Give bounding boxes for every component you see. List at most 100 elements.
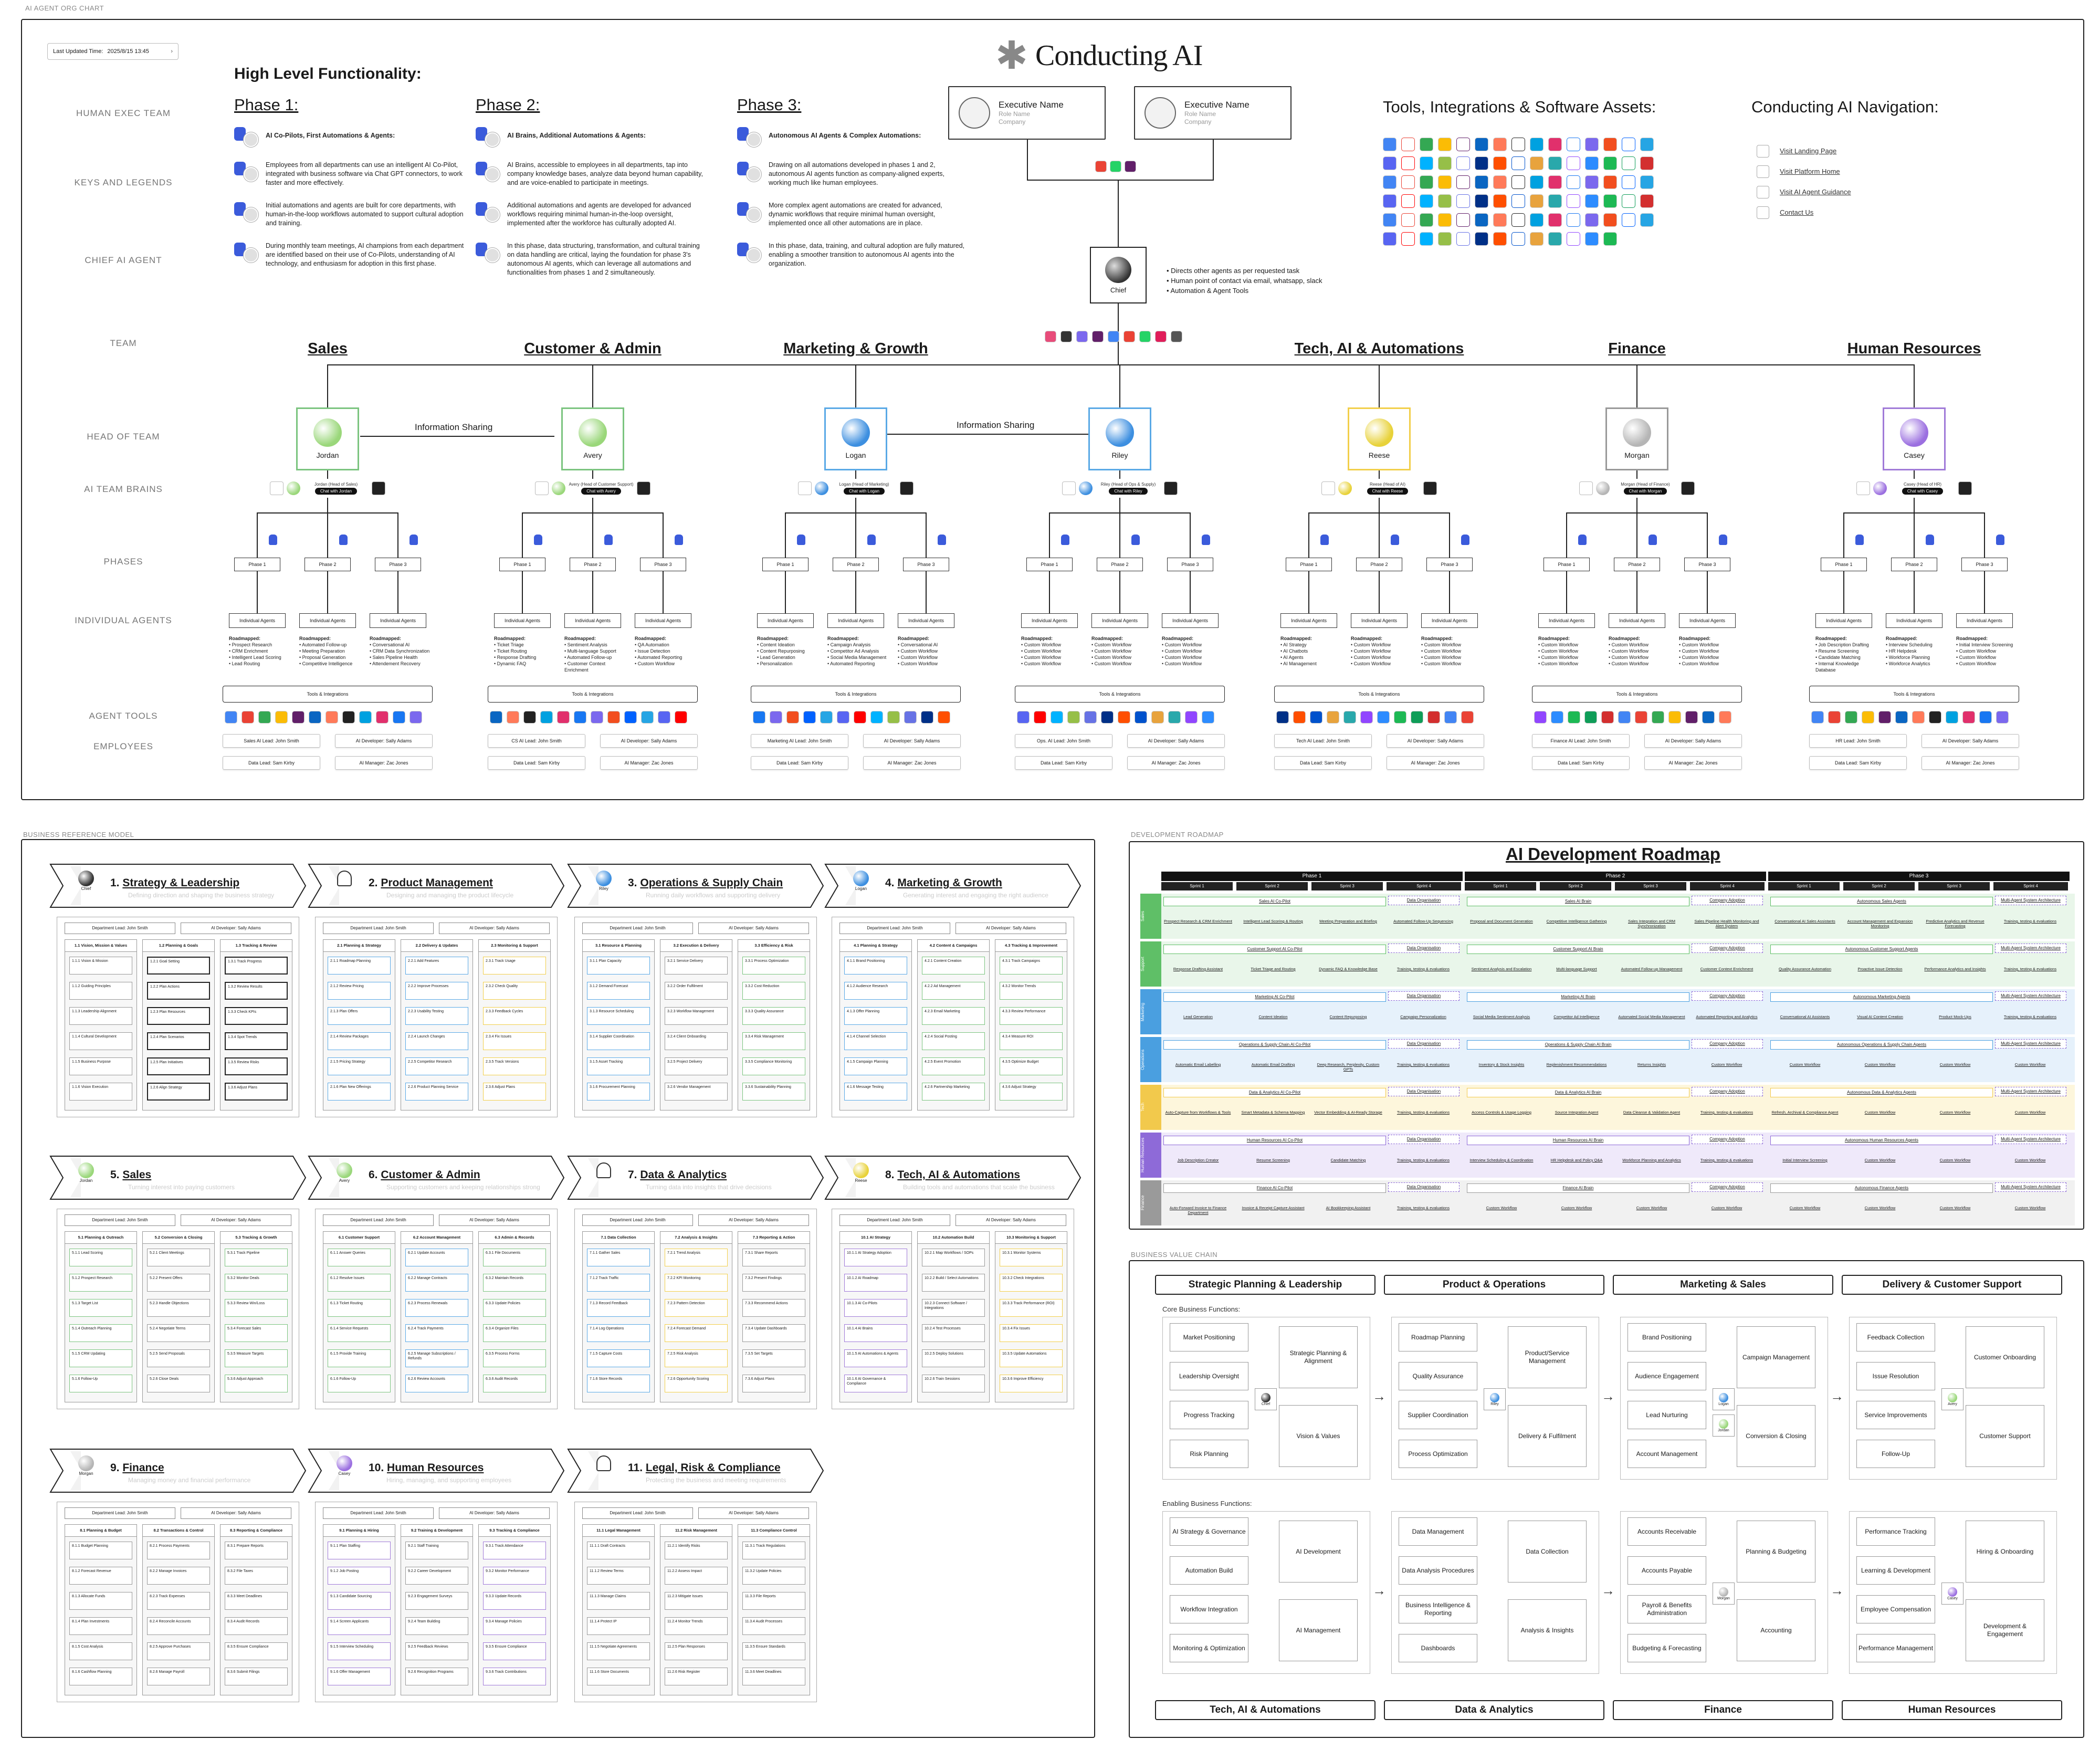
- subfunction-item[interactable]: 11.2.6 Risk Register: [665, 1668, 728, 1685]
- subfunction-item[interactable]: 6.2.5 Manage Subscriptions / Refunds: [405, 1349, 468, 1367]
- subfunction-item[interactable]: 5.2.3 Handle Objections: [147, 1299, 210, 1317]
- roadmap-phase-bar[interactable]: Finance AI Brain: [1467, 1183, 1689, 1193]
- brain-settings-icon[interactable]: [535, 481, 549, 495]
- roadmap-phase-bar[interactable]: Sales AI Brain: [1467, 897, 1689, 906]
- roadmap-task[interactable]: Custom Workflow: [1864, 1206, 1896, 1210]
- subfunction-item[interactable]: 2.3.6 Adjust Plans: [483, 1083, 546, 1101]
- subfunction-item[interactable]: 8.1.5 Cost Analysis: [69, 1642, 132, 1660]
- subfunction-item[interactable]: 3.3.6 Sustainability Planning: [742, 1083, 805, 1101]
- roadmap-task[interactable]: Data Cleanse & Validation Agent: [1623, 1110, 1681, 1115]
- function-item[interactable]: Workflow Integration: [1170, 1595, 1248, 1623]
- chat-button[interactable]: Chat with Logan: [844, 488, 885, 495]
- ai-team-brain[interactable]: Logan (Head of Marketing) Chat with Logan: [798, 479, 914, 498]
- subfunction-item[interactable]: 5.2.6 Close Deals: [147, 1375, 210, 1392]
- subfunction-item[interactable]: 9.2.5 Feedback Reviews: [405, 1642, 468, 1660]
- brm-banner-1[interactable]: Chief 1. Strategy & Leadership Defining di…: [49, 863, 307, 908]
- roadmap-task[interactable]: Performance Analytics and Insights: [1924, 967, 1986, 971]
- tools-integrations-box[interactable]: Tools & Integrations: [1809, 686, 2019, 703]
- function-item[interactable]: Market Positioning: [1170, 1323, 1248, 1351]
- roadmap-task[interactable]: Training, testing & evaluations: [1396, 1206, 1450, 1210]
- subfunction-item[interactable]: 9.3.5 Ensure Compliance: [483, 1642, 546, 1660]
- subfunction-item[interactable]: 2.2.3 Usability Testing: [405, 1007, 468, 1025]
- subfunction-item[interactable]: 1.3.4 Spot Trends: [225, 1032, 288, 1050]
- subfunction-item[interactable]: 8.2.5 Approve Purchases: [147, 1642, 210, 1660]
- individual-agents-box[interactable]: Individual Agents: [1421, 613, 1478, 628]
- function-item[interactable]: Progress Tracking: [1170, 1401, 1248, 1429]
- brm-banner-9[interactable]: Morgan 9. Finance Managing money and finan…: [49, 1448, 307, 1493]
- subfunction-item[interactable]: 9.3.1 Track Attendance: [483, 1542, 546, 1559]
- function-item[interactable]: Data Analysis Procedures: [1399, 1556, 1477, 1585]
- head-of-team-avery[interactable]: Avery: [561, 407, 624, 470]
- roadmap-task[interactable]: Proposal and Document Generation: [1470, 919, 1533, 924]
- roadmap-phase-bar[interactable]: Autonomous Marketing Agents: [1770, 992, 1993, 1002]
- roadmap-phase-bar[interactable]: Data & Analytics AI Co-Pilot: [1163, 1088, 1386, 1097]
- subfunction-item[interactable]: 10.3.3 Track Performance (ROI): [1000, 1299, 1063, 1317]
- roadmap-task[interactable]: Competitor Ad Intelligence: [1553, 1014, 1600, 1019]
- brm-banner-3[interactable]: Riley 3. Operations & Supply Chain Running…: [567, 863, 824, 908]
- subfunction-item[interactable]: 11.1.2 Review Terms: [587, 1567, 650, 1585]
- subfunction-item[interactable]: 8.2.1 Process Payments: [147, 1542, 210, 1559]
- subfunction-item[interactable]: 10.2.6 Train Sessions: [922, 1375, 985, 1392]
- function-item[interactable]: Campaign Management: [1737, 1326, 1815, 1388]
- individual-agents-box[interactable]: Individual Agents: [1351, 613, 1408, 628]
- roadmap-task[interactable]: Custom Workflow: [1789, 1206, 1821, 1210]
- function-item[interactable]: Follow-Up: [1856, 1440, 1935, 1468]
- subfunction-item[interactable]: 2.3.3 Feedback Cycles: [483, 1007, 546, 1025]
- roadmap-task[interactable]: Auto-Capture from Workflows & Tools: [1165, 1110, 1231, 1115]
- roadmap-task[interactable]: Custom Workflow: [1939, 1110, 1971, 1115]
- roadmap-sprint4-box[interactable]: Data Organisation: [1388, 1039, 1460, 1049]
- subfunction-item[interactable]: 11.2.2 Assess Impact: [665, 1567, 728, 1585]
- roadmap-sprint4-box[interactable]: Data Organisation: [1388, 944, 1460, 953]
- roadmap-task[interactable]: Resume Screening: [1256, 1158, 1290, 1162]
- tools-integrations-box[interactable]: Tools & Integrations: [1274, 686, 1484, 703]
- phase-box[interactable]: Phase 3: [1961, 558, 2008, 571]
- roadmap-task[interactable]: Conversational AI Sales Assistants: [1774, 919, 1835, 924]
- brm-banner-10[interactable]: Casey 10. Human Resources Hiring, managing…: [308, 1448, 565, 1493]
- subfunction-item[interactable]: 4.2.2 Ad Management: [922, 982, 985, 1000]
- brain-settings-icon[interactable]: [798, 481, 812, 495]
- function-item[interactable]: Feedback Collection: [1856, 1323, 1935, 1351]
- subfunction-item[interactable]: 6.1.5 Provide Training: [328, 1349, 391, 1367]
- subfunction-item[interactable]: 8.3.3 Meet Deadlines: [225, 1592, 288, 1610]
- subfunction-item[interactable]: 3.1.4 Supplier Coordination: [587, 1032, 650, 1050]
- brain-mic-icon[interactable]: [1958, 481, 1972, 495]
- function-item[interactable]: Dashboards: [1399, 1634, 1477, 1662]
- subfunction-item[interactable]: 10.3.4 Fix Issues: [1000, 1324, 1063, 1342]
- phase-box[interactable]: Phase 1: [1286, 558, 1332, 571]
- brm-banner-8[interactable]: Reese 8. Tech, AI & Automations Building t…: [824, 1155, 1082, 1200]
- subfunction-item[interactable]: 8.1.6 Cashflow Planning: [69, 1668, 132, 1685]
- subfunction-item[interactable]: 7.3.4 Update Dashboards: [742, 1324, 805, 1342]
- individual-agents-box[interactable]: Individual Agents: [494, 613, 551, 628]
- subfunction-item[interactable]: 4.1.5 Campaign Planning: [844, 1057, 907, 1075]
- roadmap-task[interactable]: Custom Workflow: [1864, 1062, 1896, 1067]
- subfunction-item[interactable]: 7.1.3 Record Feedback: [587, 1299, 650, 1317]
- subfunction-item[interactable]: 7.1.1 Gather Sales: [587, 1249, 650, 1266]
- function-item[interactable]: Budgeting & Forecasting: [1628, 1634, 1706, 1662]
- phase-box[interactable]: Phase 3: [375, 558, 421, 571]
- subfunction-item[interactable]: 5.1.1 Lead Scoring: [69, 1249, 132, 1266]
- roadmap-task[interactable]: Content Ideation: [1258, 1014, 1288, 1019]
- subfunction-item[interactable]: 1.2.1 Goal Setting: [147, 957, 210, 974]
- subfunction-item[interactable]: 4.1.4 Channel Selection: [844, 1032, 907, 1050]
- subfunction-item[interactable]: 8.2.6 Manage Payroll: [147, 1668, 210, 1685]
- roadmap-task[interactable]: Access Controls & Usage Logging: [1472, 1110, 1531, 1115]
- head-of-team-riley[interactable]: Riley: [1088, 407, 1151, 470]
- roadmap-task[interactable]: Conversational AI Assistants: [1780, 1014, 1830, 1019]
- roadmap-task[interactable]: Training, testing & evaluations: [2003, 919, 2057, 924]
- subfunction-item[interactable]: 5.2.4 Negotiate Terms: [147, 1324, 210, 1342]
- individual-agents-box[interactable]: Individual Agents: [1162, 613, 1219, 628]
- subfunction-item[interactable]: 11.1.3 Manage Claims: [587, 1592, 650, 1610]
- roadmap-phase-bar[interactable]: Autonomous Human Resources Agents: [1770, 1136, 1993, 1145]
- individual-agents-box[interactable]: Individual Agents: [1280, 613, 1337, 628]
- subfunction-item[interactable]: 5.3.1 Track Pipeline: [225, 1249, 288, 1266]
- subfunction-item[interactable]: 6.1.1 Answer Queries: [328, 1249, 391, 1266]
- roadmap-phase-bar[interactable]: Customer Support AI Co-Pilot: [1163, 945, 1386, 954]
- individual-agents-box[interactable]: Individual Agents: [229, 613, 286, 628]
- individual-agents-box[interactable]: Individual Agents: [370, 613, 426, 628]
- chat-button[interactable]: Chat with Morgan: [1623, 488, 1667, 495]
- subfunction-item[interactable]: 3.2.6 Vendor Management: [665, 1083, 728, 1101]
- subfunction-item[interactable]: 6.2.1 Update Accounts: [405, 1249, 468, 1266]
- roadmap-task[interactable]: Visual AI Content Creation: [1857, 1014, 1903, 1019]
- roadmap-task[interactable]: Automated Follow-up Management: [1621, 967, 1683, 971]
- subfunction-item[interactable]: 2.2.2 Improve Processes: [405, 982, 468, 1000]
